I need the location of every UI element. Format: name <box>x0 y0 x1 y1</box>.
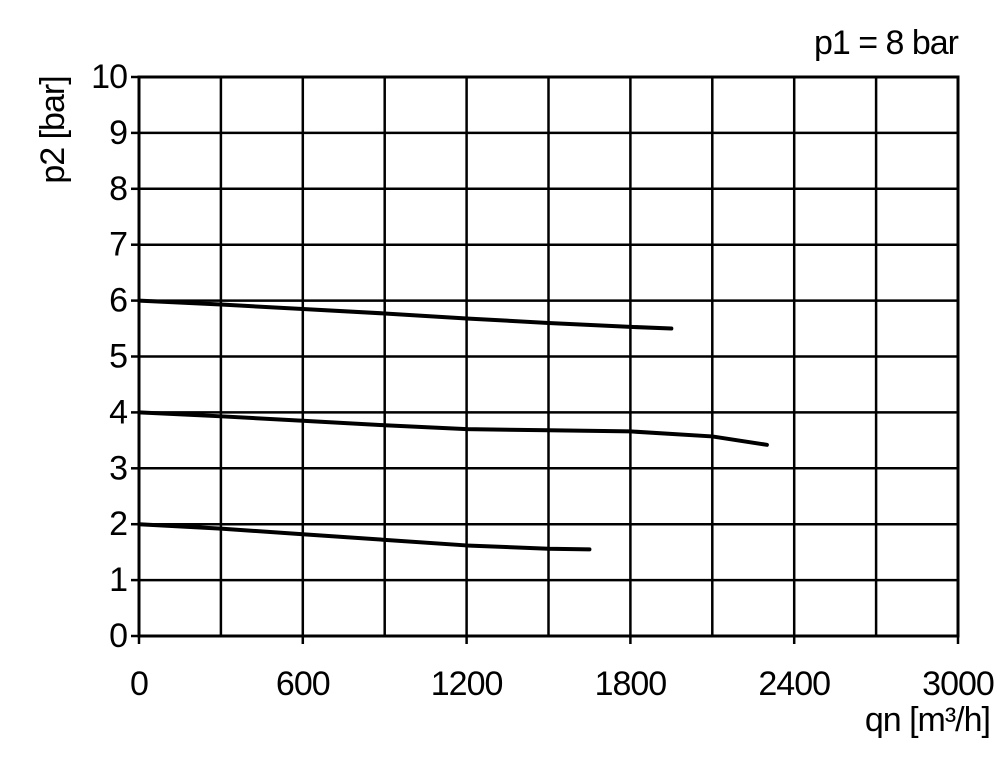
y-tick-label: 9 <box>109 114 127 152</box>
annotation: p1 = 8 bar <box>814 24 959 62</box>
y-tick-label: 5 <box>109 337 127 375</box>
y-tick-label: 2 <box>109 505 127 543</box>
x-tick-label: 3000 <box>922 665 994 703</box>
y-tick-label: 6 <box>109 282 127 320</box>
data-line <box>137 410 769 447</box>
plot-border <box>137 75 960 638</box>
y-tick-label: 4 <box>109 393 127 431</box>
y-tick-label: 7 <box>109 226 127 264</box>
x-tick-label: 1800 <box>595 665 667 703</box>
x-tick-label: 2400 <box>758 665 830 703</box>
y-tick-label: 10 <box>91 58 127 96</box>
data-line <box>137 298 674 331</box>
y-tick-label: 3 <box>109 449 127 487</box>
y-axis-label: p2 [bar] <box>34 76 72 183</box>
x-tick-label: 600 <box>276 665 330 703</box>
y-tick-label: 8 <box>109 170 127 208</box>
x-axis-label: qn [m³/h] <box>865 701 990 739</box>
data-line <box>137 522 592 552</box>
x-tick-label: 0 <box>130 665 148 703</box>
y-tick-label: 1 <box>109 561 127 599</box>
y-tick-label: 0 <box>109 617 127 655</box>
x-tick-label: 1200 <box>431 665 503 703</box>
